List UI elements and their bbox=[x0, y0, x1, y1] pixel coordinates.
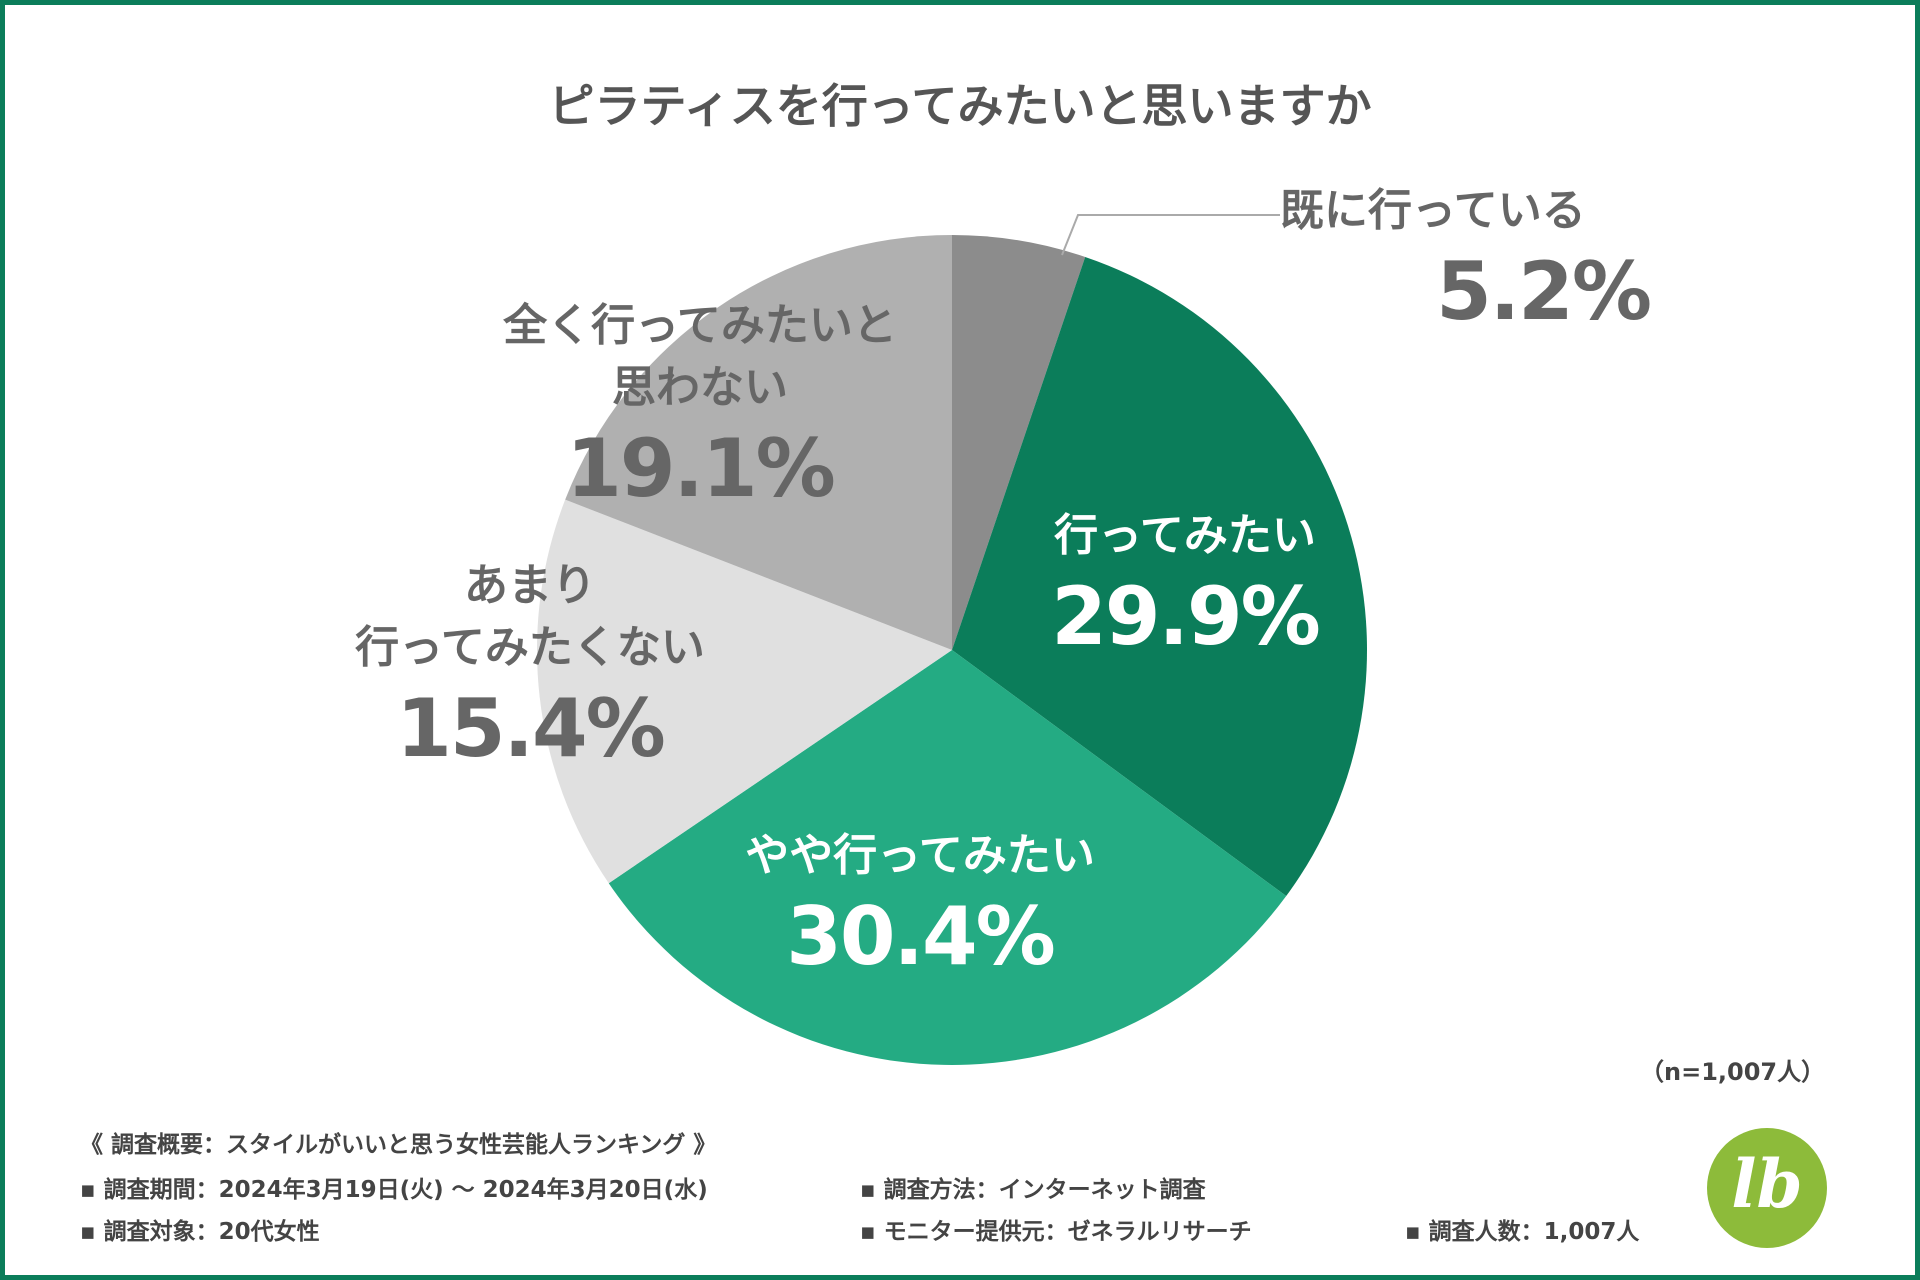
slice-name: やや行ってみたい bbox=[745, 830, 1095, 881]
leader-line-already bbox=[1061, 214, 1280, 256]
slice-value: 30.4% bbox=[786, 890, 1056, 983]
survey-period: ▪ 調査期間：2024年3月19日(火) 〜 2024年3月20日(水) bbox=[80, 1177, 708, 1203]
survey-count: ▪ 調査人数：1,007人 bbox=[1405, 1219, 1640, 1245]
slice-name: 行ってみたくない bbox=[355, 622, 705, 673]
slice-name: 行ってみたい bbox=[1054, 510, 1316, 561]
slice-name: 思わない bbox=[612, 362, 788, 413]
survey-target: ▪ 調査対象：20代女性 bbox=[80, 1219, 320, 1245]
slice-name: あまり bbox=[464, 560, 596, 611]
slice-name: 全く行ってみたいと bbox=[503, 300, 897, 351]
slice-label-not-much: あまり 行ってみたくない 15.4% bbox=[330, 555, 730, 779]
slice-value: 19.1% bbox=[566, 422, 836, 515]
slice-label-somewhat-want: やや行ってみたい 30.4% bbox=[710, 825, 1130, 987]
slice-name: 既に行っている bbox=[1280, 185, 1586, 236]
slice-label-want: 行ってみたい 29.9% bbox=[1000, 505, 1370, 667]
slice-label-not-at-all: 全く行ってみたいと 思わない 19.1% bbox=[480, 295, 920, 519]
survey-provider: ▪ モニター提供元：ゼネラルリサーチ bbox=[860, 1219, 1252, 1245]
pie-slice-1 bbox=[952, 256, 1367, 897]
slice-label-already: 既に行っている 5.2% bbox=[1280, 180, 1690, 342]
brand-logo: lb bbox=[1707, 1128, 1827, 1248]
survey-summary-header: 《 調査概要：スタイルがいいと思う女性芸能人ランキング 》 bbox=[80, 1132, 717, 1158]
pie-slice-4 bbox=[565, 235, 952, 650]
sample-size: （n=1,007人） bbox=[1640, 1058, 1826, 1086]
slice-value: 15.4% bbox=[396, 682, 666, 775]
pie-slice-3 bbox=[537, 499, 952, 884]
survey-method: ▪ 調査方法：インターネット調査 bbox=[860, 1177, 1206, 1203]
chart-title: ピラティスを行ってみたいと思いますか bbox=[548, 79, 1372, 133]
pie-slice-0 bbox=[952, 235, 1086, 650]
pie-slice-2 bbox=[608, 650, 1287, 1065]
slice-value: 29.9% bbox=[1051, 570, 1321, 663]
slice-value: 5.2% bbox=[1436, 245, 1652, 338]
